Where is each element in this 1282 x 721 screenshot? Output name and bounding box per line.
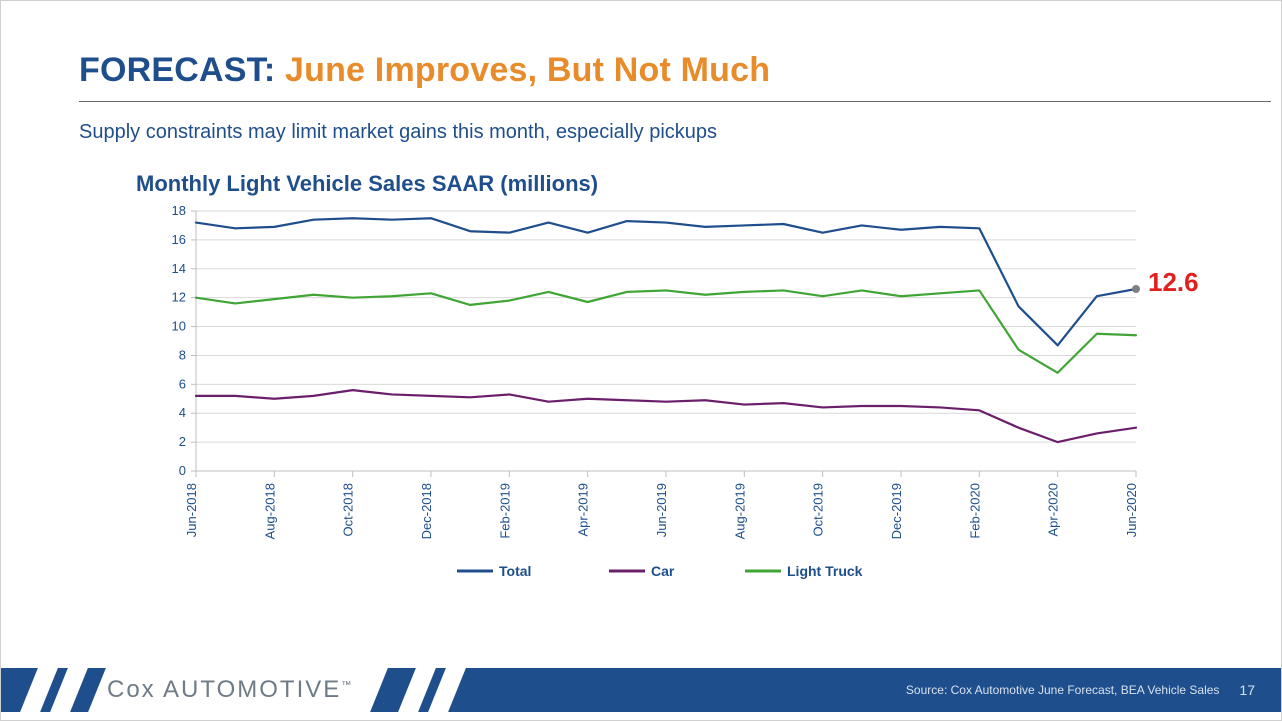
chart-title: Monthly Light Vehicle Sales SAAR (millio… [136, 171, 598, 197]
brand-text: Cox AUTOMOTIVE™ [107, 676, 351, 704]
brand-tm: ™ [341, 680, 351, 691]
svg-text:Oct-2019: Oct-2019 [811, 483, 826, 536]
svg-text:2: 2 [179, 434, 186, 449]
svg-text:Aug-2018: Aug-2018 [262, 483, 277, 539]
skew-stripe [428, 668, 466, 712]
title-prefix: FORECAST: [79, 51, 285, 89]
svg-text:4: 4 [179, 405, 186, 420]
footer-skew-left [29, 668, 83, 712]
footer-bar: Cox AUTOMOTIVE™ Source: Cox Automotive J… [1, 668, 1281, 712]
svg-text:Dec-2019: Dec-2019 [889, 483, 904, 539]
page-number: 17 [1239, 682, 1255, 698]
svg-text:16: 16 [172, 232, 186, 247]
subtitle: Supply constraints may limit market gain… [79, 121, 717, 144]
svg-text:Dec-2018: Dec-2018 [419, 483, 434, 539]
svg-text:Feb-2020: Feb-2020 [967, 483, 982, 539]
svg-text:6: 6 [179, 376, 186, 391]
svg-text:Oct-2018: Oct-2018 [341, 483, 356, 536]
footer-source: Source: Cox Automotive June Forecast, BE… [906, 683, 1220, 697]
footer-skew-right [407, 668, 461, 712]
skew-stripe [50, 668, 88, 712]
svg-text:Jun-2018: Jun-2018 [184, 483, 199, 537]
svg-text:Apr-2019: Apr-2019 [576, 483, 591, 536]
svg-text:Car: Car [651, 563, 675, 579]
svg-text:0: 0 [179, 463, 186, 478]
svg-text:Feb-2019: Feb-2019 [497, 483, 512, 539]
svg-text:8: 8 [179, 347, 186, 362]
svg-text:Aug-2019: Aug-2019 [732, 483, 747, 539]
svg-text:Apr-2020: Apr-2020 [1046, 483, 1061, 536]
chart-annotation: 12.6 [1148, 267, 1199, 298]
brand-rest: AUTOMOTIVE [156, 676, 342, 703]
svg-text:18: 18 [172, 203, 186, 218]
svg-text:10: 10 [172, 319, 186, 334]
svg-text:12: 12 [172, 290, 186, 305]
svg-text:Jun-2020: Jun-2020 [1124, 483, 1139, 537]
title-rest: June Improves, But Not Much [285, 51, 770, 89]
brand-badge: Cox AUTOMOTIVE™ [88, 668, 388, 712]
slide-title: FORECAST: June Improves, But Not Much [79, 51, 770, 90]
brand-prefix: Cox [107, 676, 156, 703]
svg-text:Jun-2019: Jun-2019 [654, 483, 669, 537]
title-divider [79, 101, 1271, 102]
svg-text:Light Truck: Light Truck [787, 563, 863, 579]
line-chart: 0 2 4 6 8 10 12 14 16 18 Jun-2018 Aug-2018 Oct-2018 D… [136, 201, 1146, 601]
subtitle-text: Supply constraints may limit market gain… [79, 121, 717, 143]
svg-text:Total: Total [499, 563, 531, 579]
slide: FORECAST: June Improves, But Not Much Su… [0, 0, 1282, 721]
chart-svg: 0 2 4 6 8 10 12 14 16 18 Jun-2018 Aug-2018 Oct-2018 D… [136, 201, 1146, 601]
svg-text:14: 14 [172, 261, 186, 276]
